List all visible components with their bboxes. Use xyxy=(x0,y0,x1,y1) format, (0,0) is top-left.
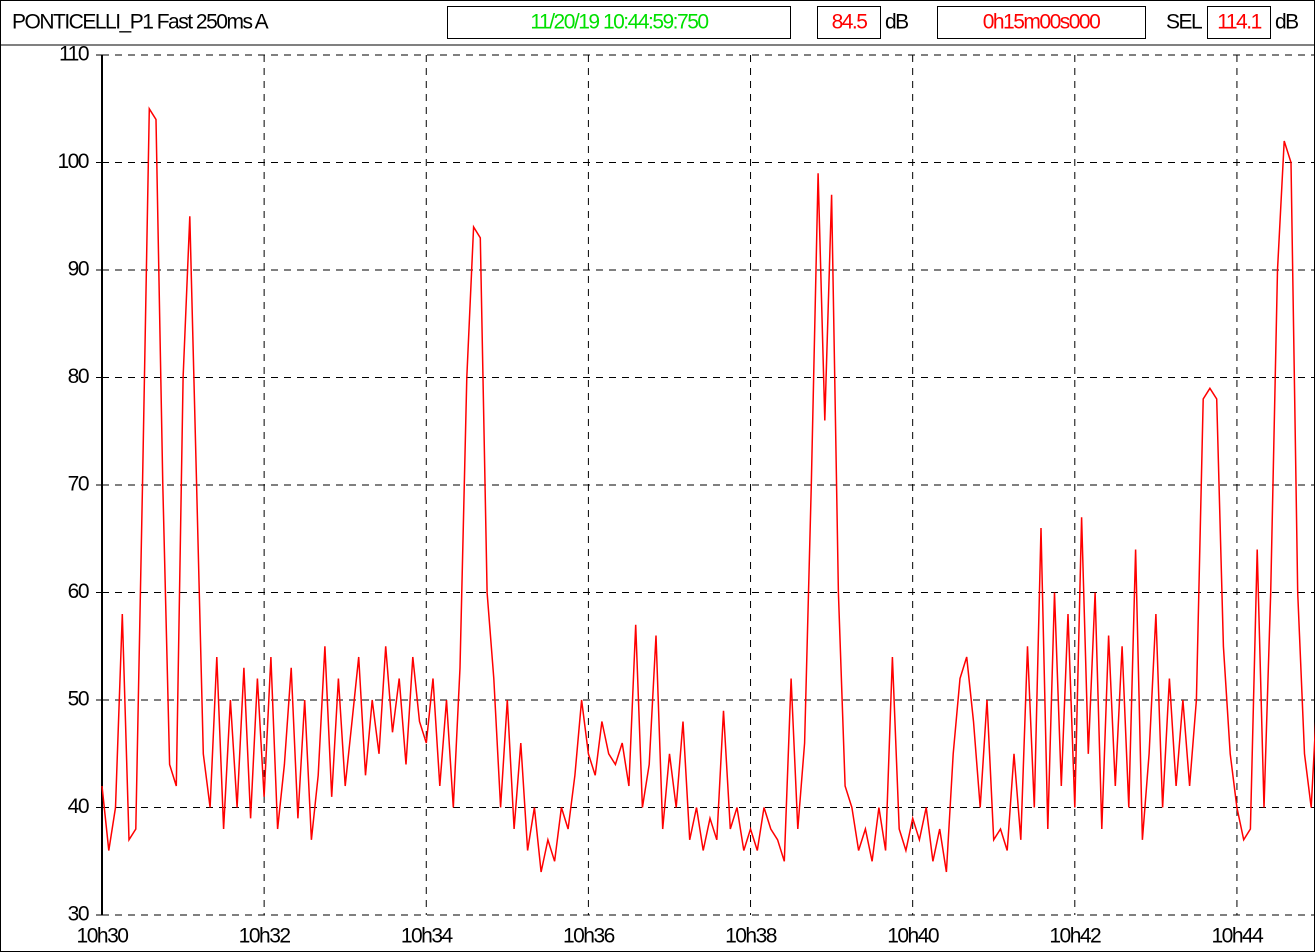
sel-box xyxy=(1207,6,1271,39)
y-tick-label: 50 xyxy=(68,688,89,711)
duration-box xyxy=(937,6,1146,39)
y-tick-label: 70 xyxy=(68,473,89,496)
y-tick-label: 40 xyxy=(68,795,89,818)
x-tick-label: 10h42 xyxy=(1049,925,1101,948)
timestamp-box xyxy=(447,6,791,39)
x-tick-label: 10h30 xyxy=(77,925,129,948)
x-tick-label: 10h44 xyxy=(1211,925,1264,948)
sel-label: SEL xyxy=(1166,11,1202,34)
y-tick-label: 90 xyxy=(68,258,89,281)
y-tick-label: 100 xyxy=(57,150,88,173)
x-tick-label: 10h34 xyxy=(401,925,454,948)
y-tick-label: 80 xyxy=(68,365,89,388)
x-tick-label: 10h36 xyxy=(563,925,615,948)
y-tick-label: 60 xyxy=(68,580,89,603)
x-tick-label: 10h32 xyxy=(239,925,291,948)
timestamp: 11/20/19 10:44:59:750 xyxy=(530,11,708,34)
meter-name: PONTICELLI_P1 Fast 250ms A xyxy=(12,11,269,34)
y-tick-label: 30 xyxy=(68,903,89,926)
sel-value: 114.1 xyxy=(1217,11,1261,34)
y-tick-label: 110 xyxy=(59,43,89,66)
level-unit: dB xyxy=(885,11,908,34)
level: 84.5 xyxy=(832,11,868,34)
series-line xyxy=(101,106,1315,873)
duration: 0h15m00s000 xyxy=(983,11,1100,34)
x-tick-label: 10h40 xyxy=(887,925,939,948)
x-tick-label: 10h38 xyxy=(725,925,777,948)
sel-unit: dB xyxy=(1275,11,1298,34)
level-box xyxy=(817,6,881,39)
